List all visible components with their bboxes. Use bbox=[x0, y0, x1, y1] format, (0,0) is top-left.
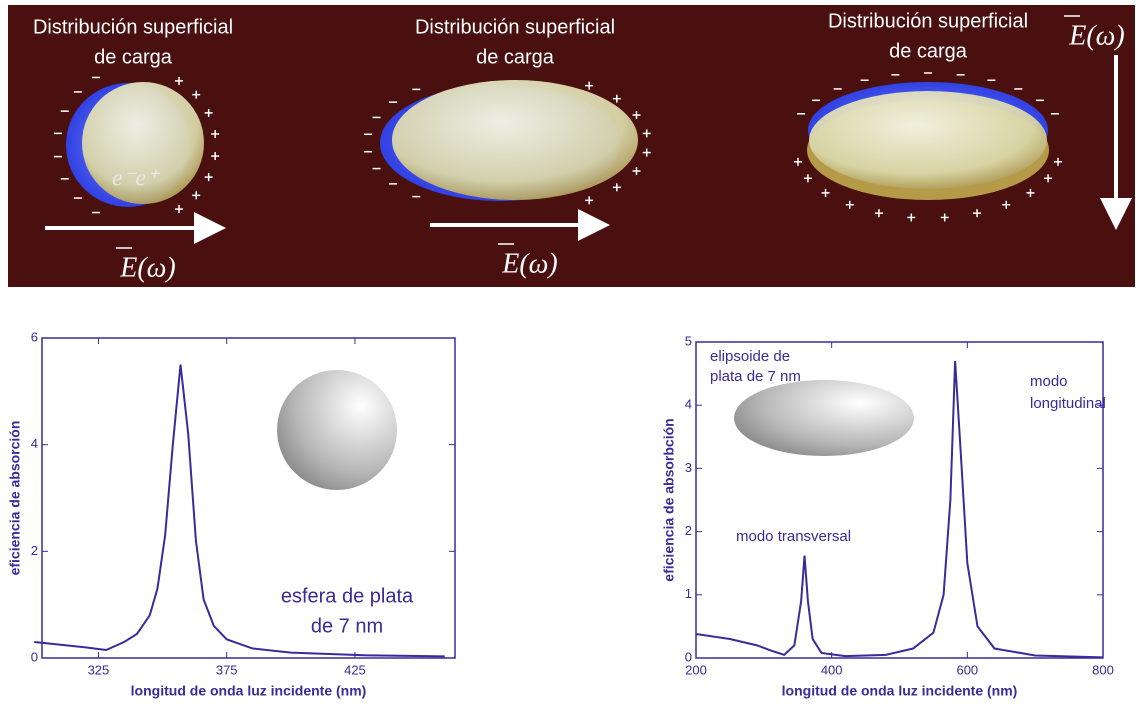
plot-frame bbox=[42, 338, 455, 658]
x-tick-label: 200 bbox=[685, 662, 707, 677]
y-tick-label: 2 bbox=[31, 543, 38, 558]
caption: Distribución superficial bbox=[415, 16, 615, 38]
y-axis-label: eficiencia de absorción bbox=[7, 421, 23, 576]
x-tick-label: 425 bbox=[344, 662, 366, 677]
annotation: plata de 7 nm bbox=[710, 368, 801, 385]
caption: Distribución superficial bbox=[33, 16, 233, 38]
charge-label: e⁻e⁺ bbox=[112, 166, 161, 192]
caption: de carga bbox=[476, 46, 555, 68]
y-tick-label: 0 bbox=[31, 649, 38, 664]
x-tick-label: 400 bbox=[821, 662, 843, 677]
x-tick-label: 325 bbox=[88, 662, 110, 677]
annotation: elipsoide de bbox=[710, 348, 790, 365]
caption: de carga bbox=[889, 40, 968, 62]
field-label: E(ω) bbox=[1068, 20, 1125, 51]
x-axis-label: longitud de onda luz incidente (nm) bbox=[131, 683, 367, 699]
particle bbox=[392, 80, 638, 200]
x-tick-label: 600 bbox=[956, 662, 978, 677]
annotation: de 7 nm bbox=[311, 615, 383, 637]
x-tick-label: 375 bbox=[216, 662, 238, 677]
figure: e⁻e⁺ Distribución superficial de carga E… bbox=[0, 0, 1139, 704]
field-label: E(ω) bbox=[119, 252, 176, 283]
y-tick-label: 1 bbox=[685, 586, 692, 601]
field-label: E(ω) bbox=[501, 248, 558, 279]
y-tick-label: 4 bbox=[31, 436, 38, 451]
x-axis-label: longitud de onda luz incidente (nm) bbox=[782, 683, 1018, 699]
y-tick-label: 3 bbox=[685, 460, 692, 475]
ellipsoid-illustration bbox=[734, 380, 914, 456]
particle bbox=[809, 91, 1047, 189]
x-tick-label: 800 bbox=[1092, 662, 1114, 677]
y-axis-label: eficiencia de absorbción bbox=[661, 418, 677, 581]
y-tick-label: 2 bbox=[685, 523, 692, 538]
y-tick-label: 4 bbox=[685, 397, 692, 412]
caption: Distribución superficial bbox=[828, 10, 1028, 32]
annotation: longitudinal bbox=[1030, 395, 1106, 412]
annotation: modo bbox=[1030, 373, 1068, 390]
y-tick-label: 6 bbox=[31, 329, 38, 344]
sphere-illustration bbox=[277, 370, 397, 490]
caption: de carga bbox=[94, 46, 173, 68]
annotation: modo transversal bbox=[736, 528, 851, 545]
annotation: esfera de plata bbox=[281, 585, 414, 607]
y-tick-label: 5 bbox=[685, 333, 692, 348]
